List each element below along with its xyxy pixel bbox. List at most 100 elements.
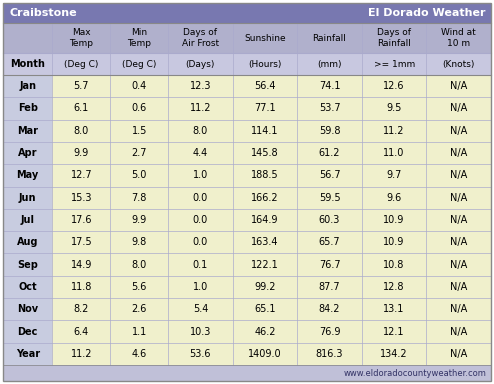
- Bar: [233, 119, 297, 142]
- Text: N/A: N/A: [450, 126, 467, 136]
- Text: 816.3: 816.3: [316, 349, 343, 359]
- Text: 74.1: 74.1: [319, 81, 340, 91]
- Bar: [426, 231, 491, 253]
- Bar: [233, 209, 297, 231]
- Bar: [426, 209, 491, 231]
- Bar: [426, 320, 491, 343]
- Text: 163.4: 163.4: [251, 237, 279, 247]
- Bar: [52, 75, 110, 97]
- Bar: [3, 119, 52, 142]
- Bar: [297, 142, 362, 164]
- Text: 134.2: 134.2: [380, 349, 408, 359]
- Bar: [297, 253, 362, 276]
- Text: 99.2: 99.2: [254, 282, 276, 292]
- Bar: [168, 320, 233, 343]
- Bar: [233, 231, 297, 253]
- Text: 13.1: 13.1: [383, 304, 405, 314]
- Text: Jun: Jun: [19, 193, 37, 203]
- Text: 15.3: 15.3: [71, 193, 92, 203]
- Bar: [168, 75, 233, 97]
- Text: Jan: Jan: [19, 81, 36, 91]
- Text: May: May: [17, 170, 39, 180]
- Bar: [3, 276, 52, 298]
- Text: N/A: N/A: [450, 103, 467, 113]
- Text: 12.7: 12.7: [71, 170, 92, 180]
- Bar: [362, 75, 426, 97]
- Text: 53.7: 53.7: [319, 103, 340, 113]
- Text: Oct: Oct: [18, 282, 37, 292]
- Text: 5.6: 5.6: [131, 282, 147, 292]
- Bar: [110, 320, 168, 343]
- Text: 11.2: 11.2: [383, 126, 405, 136]
- Text: N/A: N/A: [450, 170, 467, 180]
- Bar: [168, 343, 233, 365]
- Bar: [297, 119, 362, 142]
- Text: N/A: N/A: [450, 148, 467, 158]
- Text: 14.9: 14.9: [71, 260, 92, 270]
- Text: 2.6: 2.6: [131, 304, 147, 314]
- Text: Rainfall: Rainfall: [313, 33, 346, 43]
- Bar: [168, 231, 233, 253]
- Text: 9.6: 9.6: [386, 193, 402, 203]
- Bar: [3, 298, 52, 320]
- Text: 10.8: 10.8: [383, 260, 405, 270]
- Bar: [110, 187, 168, 209]
- Text: 12.1: 12.1: [383, 326, 405, 336]
- Text: 1409.0: 1409.0: [248, 349, 282, 359]
- Text: 1.0: 1.0: [193, 170, 208, 180]
- Text: 8.0: 8.0: [131, 260, 147, 270]
- Text: 1.0: 1.0: [193, 282, 208, 292]
- Text: 10.3: 10.3: [190, 326, 211, 336]
- Bar: [297, 164, 362, 187]
- Text: 12.3: 12.3: [190, 81, 211, 91]
- Bar: [168, 164, 233, 187]
- Bar: [52, 276, 110, 298]
- Text: 8.0: 8.0: [74, 126, 89, 136]
- Text: Nov: Nov: [17, 304, 38, 314]
- Bar: [168, 119, 233, 142]
- Text: 10.9: 10.9: [383, 237, 405, 247]
- Bar: [52, 343, 110, 365]
- Bar: [168, 209, 233, 231]
- Bar: [297, 276, 362, 298]
- Text: 65.7: 65.7: [319, 237, 340, 247]
- Bar: [110, 276, 168, 298]
- Bar: [3, 23, 491, 75]
- Text: 56.4: 56.4: [254, 81, 276, 91]
- Bar: [426, 253, 491, 276]
- Text: 56.7: 56.7: [319, 170, 340, 180]
- Bar: [3, 343, 52, 365]
- Bar: [426, 97, 491, 119]
- Text: N/A: N/A: [450, 304, 467, 314]
- Bar: [52, 187, 110, 209]
- Bar: [168, 187, 233, 209]
- Text: 65.1: 65.1: [254, 304, 276, 314]
- Bar: [362, 209, 426, 231]
- Text: (Deg C): (Deg C): [64, 60, 98, 69]
- Text: N/A: N/A: [450, 215, 467, 225]
- Bar: [168, 253, 233, 276]
- Text: Days of
Rainfall: Days of Rainfall: [377, 28, 411, 48]
- Bar: [52, 298, 110, 320]
- Text: Feb: Feb: [18, 103, 38, 113]
- Bar: [233, 187, 297, 209]
- Bar: [297, 231, 362, 253]
- Text: 61.2: 61.2: [319, 148, 340, 158]
- Text: (Hours): (Hours): [248, 60, 282, 69]
- Bar: [297, 343, 362, 365]
- Bar: [110, 75, 168, 97]
- Text: 5.4: 5.4: [193, 304, 208, 314]
- Text: 76.9: 76.9: [319, 326, 340, 336]
- Text: 87.7: 87.7: [319, 282, 340, 292]
- Bar: [3, 97, 52, 119]
- Text: 9.9: 9.9: [131, 215, 147, 225]
- Text: www.eldoradocountyweather.com: www.eldoradocountyweather.com: [344, 369, 487, 377]
- Text: Days of
Air Frost: Days of Air Frost: [182, 28, 219, 48]
- Bar: [52, 164, 110, 187]
- Bar: [233, 320, 297, 343]
- Text: Min
Temp: Min Temp: [127, 28, 151, 48]
- Text: (Deg C): (Deg C): [122, 60, 157, 69]
- Text: 46.2: 46.2: [254, 326, 276, 336]
- Text: 2.7: 2.7: [131, 148, 147, 158]
- Text: Year: Year: [16, 349, 40, 359]
